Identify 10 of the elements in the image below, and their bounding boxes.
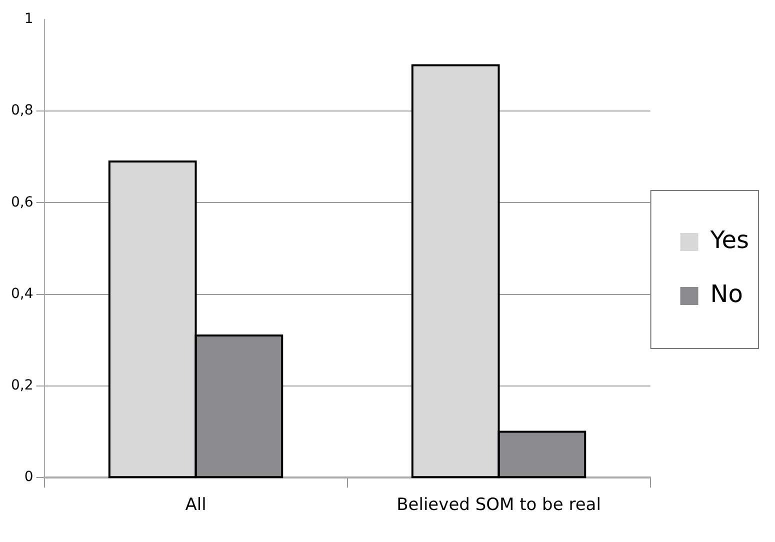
legend-label: Yes: [709, 226, 750, 254]
legend-label: No: [710, 280, 743, 308]
y-tick-label: 0,8: [11, 102, 34, 119]
y-tick-label: 1: [24, 11, 34, 28]
y-tick-label: 0: [24, 469, 34, 486]
x-tick-label: All: [185, 495, 206, 516]
y-tick-label: 0,6: [11, 194, 34, 210]
y-tick-label: 0,4: [11, 286, 34, 302]
y-tick-label: 0,2: [11, 378, 34, 394]
x-tick-label: Believed SOM to be real: [396, 495, 601, 516]
